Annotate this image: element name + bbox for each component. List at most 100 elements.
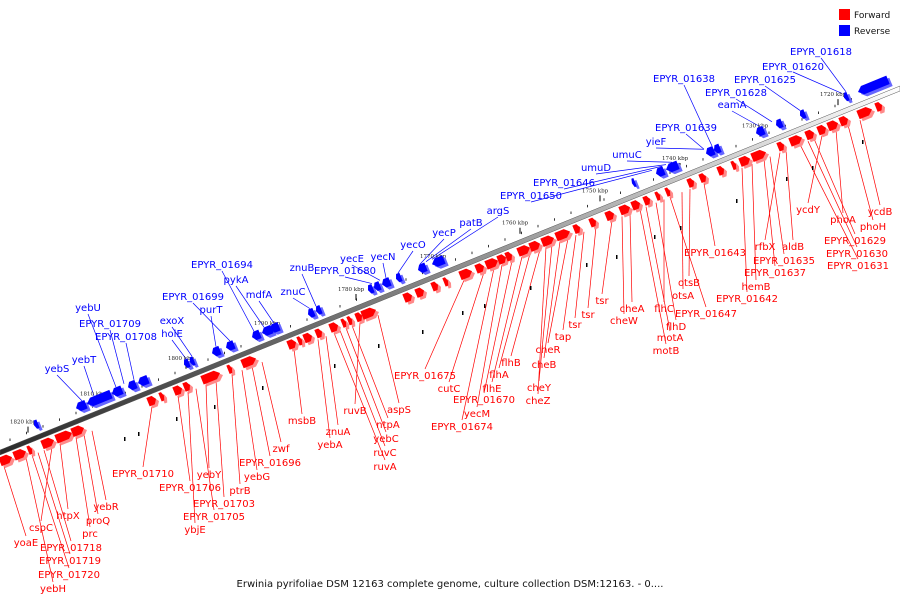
- forward-gene-label[interactable]: flhA: [489, 370, 509, 381]
- reverse-gene-label[interactable]: EPYR_01709: [79, 319, 141, 330]
- reverse-gene-label[interactable]: yecP: [432, 228, 456, 239]
- reverse-gene-label[interactable]: yieF: [646, 137, 667, 148]
- reverse-gene-label[interactable]: exoX: [160, 316, 185, 327]
- forward-gene-label[interactable]: EPYR_01670: [453, 395, 515, 406]
- forward-gene-label[interactable]: tsr: [595, 296, 609, 307]
- forward-gene-label[interactable]: EPYR_01637: [744, 268, 806, 279]
- forward-gene-label[interactable]: cheA: [620, 304, 645, 315]
- forward-gene-feature[interactable]: [54, 428, 76, 446]
- forward-gene-label[interactable]: EPYR_01718: [40, 543, 102, 554]
- forward-gene-feature[interactable]: [698, 172, 710, 186]
- reverse-gene-feature[interactable]: [366, 283, 378, 297]
- forward-gene-feature[interactable]: [642, 194, 654, 208]
- reverse-gene-feature[interactable]: [712, 143, 725, 157]
- forward-gene-label[interactable]: EPYR_01720: [38, 570, 100, 581]
- forward-gene-feature[interactable]: [158, 391, 168, 404]
- forward-gene-label[interactable]: phoH: [860, 222, 886, 233]
- reverse-gene-label[interactable]: yecE: [340, 254, 364, 265]
- forward-gene-feature[interactable]: [414, 286, 428, 301]
- forward-gene-label[interactable]: EPYR_01629: [824, 236, 886, 247]
- reverse-gene-feature[interactable]: [85, 389, 116, 411]
- forward-gene-label[interactable]: rfbX: [755, 242, 776, 253]
- forward-gene-label[interactable]: zwf: [273, 444, 290, 455]
- forward-gene-label[interactable]: aldB: [782, 242, 804, 253]
- reverse-gene-label[interactable]: znuC: [281, 287, 306, 298]
- forward-gene-label[interactable]: yecM: [464, 409, 490, 420]
- forward-gene-feature[interactable]: [226, 363, 236, 376]
- forward-gene-feature[interactable]: [458, 266, 476, 283]
- reverse-gene-label[interactable]: purT: [200, 305, 224, 316]
- reverse-gene-feature[interactable]: [754, 125, 769, 140]
- forward-gene-feature[interactable]: [296, 335, 306, 348]
- forward-gene-feature[interactable]: [826, 118, 842, 134]
- forward-gene-label[interactable]: znuA: [326, 427, 351, 438]
- reverse-gene-feature[interactable]: [74, 399, 91, 415]
- reverse-gene-label[interactable]: yecN: [370, 252, 395, 263]
- reverse-gene-feature[interactable]: [774, 118, 787, 132]
- forward-gene-label[interactable]: yebG: [244, 472, 270, 483]
- forward-gene-feature[interactable]: [474, 261, 488, 276]
- forward-gene-feature[interactable]: [664, 186, 674, 199]
- forward-gene-feature[interactable]: [402, 290, 416, 305]
- reverse-gene-label[interactable]: umuD: [581, 163, 611, 174]
- forward-gene-label[interactable]: flhC: [654, 304, 674, 315]
- reverse-gene-feature[interactable]: [110, 385, 127, 401]
- forward-gene-feature[interactable]: [572, 223, 584, 237]
- forward-gene-label[interactable]: EPYR_01647: [675, 309, 737, 320]
- forward-gene-label[interactable]: ptrB: [229, 486, 250, 497]
- reverse-gene-feature[interactable]: [416, 262, 431, 277]
- reverse-gene-label[interactable]: EPYR_01638: [653, 74, 715, 85]
- reverse-gene-feature[interactable]: [630, 177, 640, 190]
- forward-gene-label[interactable]: yebH: [40, 584, 66, 595]
- reverse-gene-label[interactable]: pykA: [224, 275, 249, 286]
- reverse-gene-feature[interactable]: [250, 329, 265, 344]
- forward-gene-feature[interactable]: [146, 394, 160, 409]
- reverse-gene-label[interactable]: mdfA: [246, 290, 273, 301]
- forward-gene-label[interactable]: flhB: [501, 358, 521, 369]
- reverse-gene-feature[interactable]: [136, 374, 153, 390]
- forward-gene-label[interactable]: otsA: [672, 291, 694, 302]
- forward-gene-label[interactable]: EPYR_01719: [39, 556, 101, 567]
- forward-gene-feature[interactable]: [788, 133, 806, 150]
- forward-gene-feature[interactable]: [554, 227, 574, 245]
- forward-gene-label[interactable]: ycdY: [796, 205, 821, 216]
- forward-gene-feature[interactable]: [804, 128, 818, 143]
- reverse-gene-label[interactable]: EPYR_01694: [191, 260, 253, 271]
- reverse-gene-feature[interactable]: [32, 419, 43, 432]
- forward-gene-label[interactable]: EPYR_01696: [239, 458, 301, 469]
- forward-gene-label[interactable]: ycdB: [868, 207, 893, 218]
- reverse-gene-feature[interactable]: [188, 356, 199, 369]
- forward-gene-label[interactable]: hemB: [741, 282, 770, 293]
- reverse-gene-feature[interactable]: [210, 345, 225, 360]
- forward-gene-label[interactable]: flhE: [483, 384, 502, 395]
- forward-gene-feature[interactable]: [874, 100, 886, 114]
- forward-gene-feature[interactable]: [328, 320, 342, 335]
- forward-gene-label[interactable]: yebY: [197, 470, 222, 481]
- reverse-gene-label[interactable]: argS: [487, 206, 510, 217]
- forward-gene-label[interactable]: ruvA: [373, 462, 396, 473]
- reverse-gene-label[interactable]: EPYR_01628: [705, 88, 767, 99]
- reverse-gene-label[interactable]: yebS: [45, 364, 70, 375]
- forward-gene-label[interactable]: prc: [82, 529, 98, 540]
- forward-gene-label[interactable]: EPYR_01710: [112, 469, 174, 480]
- reverse-gene-feature[interactable]: [182, 358, 194, 372]
- forward-gene-label[interactable]: htpX: [56, 511, 80, 522]
- reverse-gene-label[interactable]: EPYR_01699: [162, 292, 224, 303]
- forward-gene-label[interactable]: yoaE: [14, 538, 38, 549]
- forward-gene-label[interactable]: flhD: [666, 322, 687, 333]
- forward-gene-label[interactable]: yebR: [93, 502, 118, 513]
- reverse-gene-feature[interactable]: [268, 321, 284, 337]
- forward-gene-feature[interactable]: [360, 305, 380, 323]
- reverse-gene-label[interactable]: EPYR_01639: [655, 123, 717, 134]
- forward-gene-feature[interactable]: [70, 423, 88, 440]
- reverse-gene-feature[interactable]: [380, 276, 395, 291]
- forward-gene-label[interactable]: motB: [653, 346, 680, 357]
- forward-gene-label[interactable]: cheY: [527, 383, 552, 394]
- reverse-gene-label[interactable]: eamA: [718, 100, 747, 111]
- reverse-gene-label[interactable]: patB: [459, 218, 482, 229]
- forward-gene-label[interactable]: EPYR_01705: [183, 512, 245, 523]
- reverse-gene-feature[interactable]: [126, 379, 141, 394]
- reverse-gene-label[interactable]: EPYR_01650: [500, 191, 562, 202]
- reverse-gene-feature[interactable]: [314, 304, 326, 318]
- forward-gene-feature[interactable]: [346, 315, 356, 328]
